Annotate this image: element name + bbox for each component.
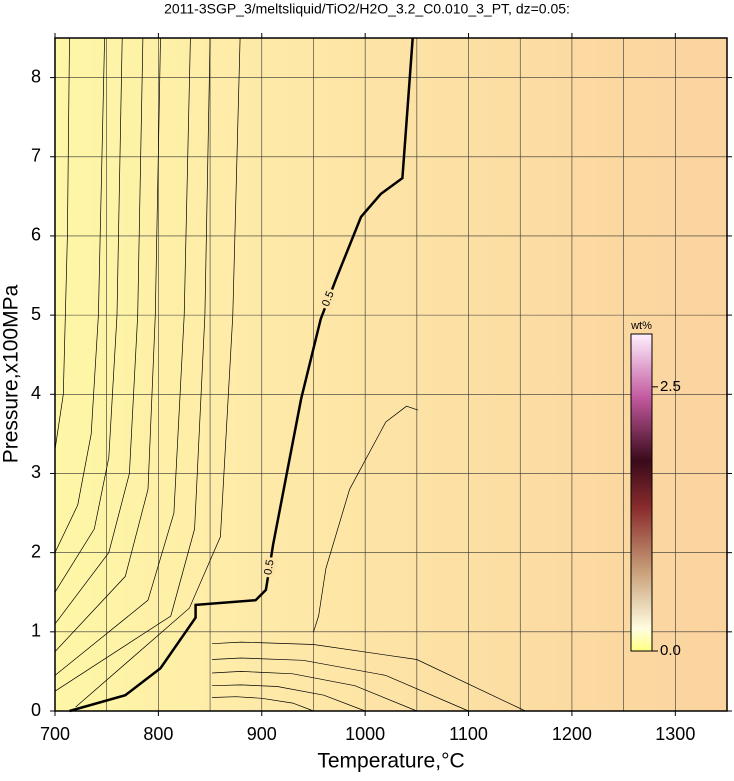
- x-axis-label: Temperature,°C: [317, 750, 464, 773]
- plot-frame: [54, 37, 728, 712]
- x-tick-label: 1100: [449, 724, 488, 744]
- contour-line: [313, 405, 419, 632]
- contour-line: [54, 37, 70, 450]
- contour-line: [212, 684, 366, 712]
- y-tick-label: 8: [31, 66, 41, 86]
- y-tick-label: 2: [31, 541, 41, 561]
- contour-line: [54, 37, 161, 652]
- y-tick-label: 0: [31, 700, 41, 720]
- x-tick-label: 800: [143, 724, 173, 744]
- x-tick-label: 700: [40, 724, 70, 744]
- contour-line: [75, 37, 241, 708]
- contour-line: [54, 37, 144, 625]
- y-tick-label: 6: [31, 225, 41, 245]
- colorbar-tick-label: 2.5: [660, 378, 681, 395]
- y-tick-label: 1: [31, 621, 41, 641]
- contour-line: [54, 37, 191, 676]
- contour-line-bold: [69, 37, 414, 713]
- x-tick-label: 900: [247, 724, 277, 744]
- contour-line: [212, 696, 314, 712]
- contour-label: 0.5: [262, 559, 276, 576]
- y-tick-label: 7: [31, 146, 41, 166]
- y-tick-label: 5: [31, 304, 41, 324]
- colorbar-label: wt%: [630, 320, 652, 332]
- contour-line: [54, 37, 211, 692]
- contour-label-bg: [262, 556, 278, 579]
- contour-line: [212, 671, 417, 712]
- contour-line: [54, 37, 123, 593]
- y-tick-label: 3: [31, 462, 41, 482]
- contour-line: [54, 37, 105, 553]
- plot-background: [55, 38, 727, 711]
- x-tick-label: 1200: [552, 724, 592, 744]
- contour-line: [212, 657, 469, 712]
- colorbar-tick-label: 0.0: [660, 642, 681, 659]
- x-tick-label: 1300: [655, 724, 695, 744]
- y-axis-label: Pressure,x100MPa: [0, 284, 23, 463]
- x-tick-label: 1000: [345, 724, 385, 744]
- contour-line: [212, 641, 526, 712]
- contour-label: 0.5: [320, 290, 337, 309]
- y-tick-label: 4: [31, 383, 41, 403]
- contour-label-bg: [319, 287, 338, 311]
- colorbar: [630, 333, 653, 652]
- chart-title: 2011-3SGP_3/meltsliquid/TiO2/H2O_3.2_C0.…: [164, 1, 570, 17]
